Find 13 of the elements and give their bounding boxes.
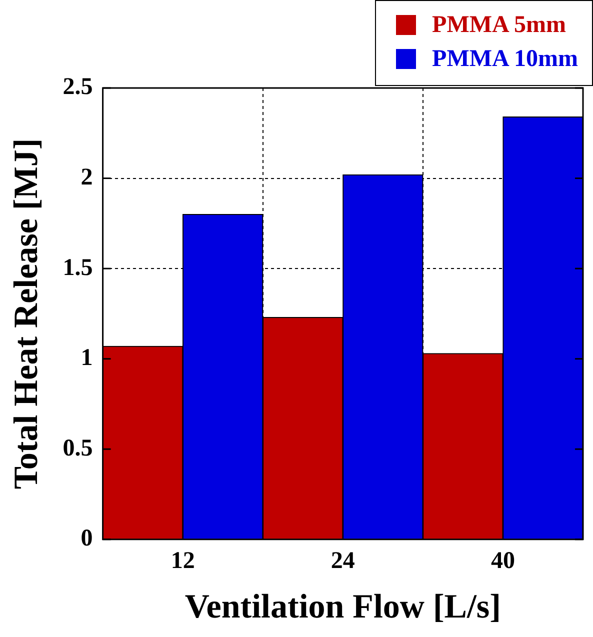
x-axis-title: Ventilation Flow [L/s] [184, 588, 501, 626]
y-tick-label: 1.5 [62, 254, 93, 281]
x-tick-label: 40 [490, 548, 515, 574]
x-tick-label: 24 [330, 548, 355, 574]
y-axis-title: Total Heat Release [MJ] [8, 138, 46, 490]
y-tick-label: 1 [80, 345, 93, 372]
y-tick-label: 2.5 [62, 74, 93, 100]
y-tick-label: 0 [80, 526, 93, 552]
y-tick-label: 0.5 [62, 435, 93, 462]
legend-label: PMMA 10mm [432, 45, 578, 73]
y-tick-label: 2 [80, 164, 93, 190]
legend-label: PMMA 5mm [432, 11, 566, 39]
x-tick-label: 12 [170, 548, 195, 574]
